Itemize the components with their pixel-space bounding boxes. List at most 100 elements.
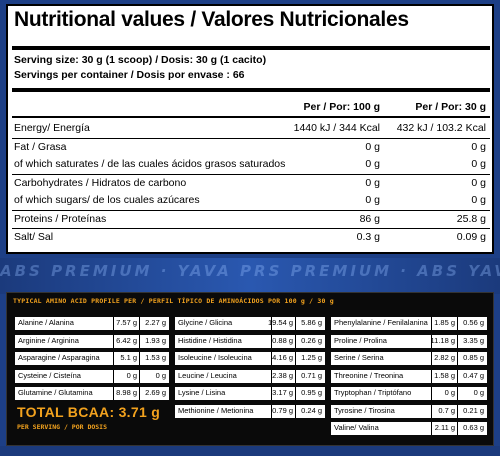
nutrient-row: Salt/ Sal 0.3 g 0.09 g xyxy=(12,228,490,246)
cell-separator xyxy=(457,422,458,435)
amino-value-30g: 0.63 g xyxy=(463,423,484,432)
cell-separator xyxy=(295,404,296,418)
divider xyxy=(12,116,490,118)
amino-acid-name: Lysine / Lisina xyxy=(178,388,226,397)
cell-separator xyxy=(457,387,458,400)
amino-acid-row: Arginine / Arginina 6.42 g 1.93 g xyxy=(15,334,169,348)
cell-separator xyxy=(431,404,432,418)
nutrient-value-30g: 0 g xyxy=(471,141,486,153)
amino-acid-name: Tryptophan / Triptófano xyxy=(334,388,412,397)
amino-value-100g: 19.54 g xyxy=(267,318,293,327)
amino-acid-name: Arginine / Arginina xyxy=(18,335,79,345)
amino-value-100g: 1.58 g xyxy=(434,370,455,380)
nutrient-label: of which saturates / de las cuales ácido… xyxy=(14,158,286,170)
amino-acid-row: Asparagine / Asparagina 5.1 g 1.53 g xyxy=(15,352,169,365)
cell-separator xyxy=(457,317,458,330)
amino-value-30g: 0.21 g xyxy=(463,405,484,415)
bottom-strip xyxy=(0,446,500,456)
amino-acid-row: Lysine / Lisina 3.17 g 0.95 g xyxy=(175,387,325,400)
nutrient-row: Fat / Grasa 0 g 0 g xyxy=(12,138,490,156)
cell-separator xyxy=(271,369,272,383)
amino-acid-name: Threonine / Treonina xyxy=(334,370,404,380)
amino-acid-name: Isoleucine / Isoleucina xyxy=(178,353,252,362)
cell-separator xyxy=(457,352,458,365)
amino-acid-name: Valine/ Valina xyxy=(334,423,379,432)
cell-separator xyxy=(295,317,296,330)
amino-acid-name: Histidine / Histidina xyxy=(178,335,242,345)
nutrient-value-30g: 432 kJ / 103.2 Kcal xyxy=(396,122,486,134)
amino-acid-row: Serine / Serina 2.82 g 0.85 g xyxy=(331,352,487,365)
amino-value-100g: 0.79 g xyxy=(272,405,293,415)
nutrient-value-100g: 1440 kJ / 344 Kcal xyxy=(293,122,380,134)
amino-acid-name: Cysteine / Cisteína xyxy=(18,370,81,380)
cell-separator xyxy=(295,369,296,383)
cell-separator xyxy=(139,387,140,400)
cell-separator xyxy=(113,352,114,365)
column-header-30g: Per / Por: 30 g xyxy=(415,101,486,113)
nutrition-panel: Nutritional values / Valores Nutricional… xyxy=(6,4,494,254)
nutrient-row: of which sugars/ de los cuales azúcares 0… xyxy=(12,192,490,210)
divider xyxy=(12,46,490,50)
amino-acid-row: Cysteine / Cisteína 0 g 0 g xyxy=(15,369,169,383)
total-bcaa: TOTAL BCAA: 3.71 g xyxy=(17,404,161,420)
cell-separator xyxy=(113,334,114,348)
amino-acid-name: Tyrosine / Tirosina xyxy=(334,405,395,415)
nutrient-value-30g: 0.09 g xyxy=(456,231,486,243)
amino-acid-name: Glycine / Glicina xyxy=(178,318,233,327)
amino-acid-row: Phenylalanine / Fenilalanina 1.85 g 0.56 g xyxy=(331,317,487,330)
amino-value-100g: 1.85 g xyxy=(434,318,455,327)
amino-acid-row: Alanine / Alanina 7.57 g 2.27 g xyxy=(15,317,169,330)
amino-acid-row: Leucine / Leucina 2.38 g 0.71 g xyxy=(175,369,325,383)
nutrient-row: Proteins / Proteínas 86 g 25.8 g xyxy=(12,210,490,228)
amino-acid-name: Glutamine / Glutamina xyxy=(18,388,93,397)
amino-acid-name: Alanine / Alanina xyxy=(18,318,74,327)
cell-separator xyxy=(113,317,114,330)
amino-acid-row: Isoleucine / Isoleucina 4.16 g 1.25 g xyxy=(175,352,325,365)
amino-value-30g: 0.85 g xyxy=(463,353,484,362)
amino-value-30g: 5.86 g xyxy=(301,318,322,327)
amino-value-100g: 0.88 g xyxy=(272,335,293,345)
amino-value-30g: 0 g xyxy=(473,388,484,397)
amino-value-30g: 1.53 g xyxy=(145,353,166,362)
cell-separator xyxy=(295,387,296,400)
cell-separator xyxy=(431,369,432,383)
amino-value-100g: 5.1 g xyxy=(120,353,137,362)
background-watermark: ABS PREMIUM · YAVA PRS PREMIUM · ABS YAV… xyxy=(0,262,500,280)
cell-separator xyxy=(457,334,458,348)
cell-separator xyxy=(271,404,272,418)
nutrient-value-100g: 0 g xyxy=(365,194,380,206)
nutrient-value-100g: 0 g xyxy=(365,158,380,170)
amino-value-100g: 11.18 g xyxy=(430,335,455,345)
amino-value-30g: 2.69 g xyxy=(145,388,166,397)
amino-acid-row: Tryptophan / Triptófano 0 g 0 g xyxy=(331,387,487,400)
amino-acid-name: Asparagine / Asparagina xyxy=(18,353,100,362)
amino-value-30g: 3.35 g xyxy=(463,335,484,345)
cell-separator xyxy=(431,317,432,330)
amino-value-30g: 0.24 g xyxy=(301,405,322,415)
panel-title: Nutritional values / Valores Nutricional… xyxy=(14,8,409,31)
nutrient-label: Energy/ Energía xyxy=(14,122,90,134)
amino-acid-name: Leucine / Leucina xyxy=(178,370,237,380)
nutrient-value-100g: 86 g xyxy=(359,213,380,225)
nutrient-value-30g: 0 g xyxy=(471,177,486,189)
cell-separator xyxy=(113,387,114,400)
amino-value-100g: 2.38 g xyxy=(272,370,293,380)
nutrient-row: Carbohydrates / Hidratos de carbono 0 g 0 … xyxy=(12,174,490,192)
nutrient-value-30g: 0 g xyxy=(471,194,486,206)
nutrient-label: Fat / Grasa xyxy=(14,141,67,153)
cell-separator xyxy=(457,369,458,383)
cell-separator xyxy=(139,334,140,348)
cell-separator xyxy=(457,404,458,418)
nutrient-value-30g: 25.8 g xyxy=(456,213,486,225)
amino-acid-name: Phenylalanine / Fenilalanina xyxy=(334,318,428,327)
cell-separator xyxy=(431,422,432,435)
amino-value-100g: 7.57 g xyxy=(116,318,137,327)
nutrient-value-100g: 0 g xyxy=(365,177,380,189)
cell-separator xyxy=(139,352,140,365)
amino-acid-row: Methionine / Metionina 0.79 g 0.24 g xyxy=(175,404,325,418)
nutrient-value-100g: 0.3 g xyxy=(356,231,380,243)
amino-panel: TYPICAL AMINO ACID PROFILE PER / PERFIL … xyxy=(6,292,494,446)
amino-value-100g: 0 g xyxy=(444,388,455,397)
cell-separator xyxy=(271,334,272,348)
amino-acid-name: Serine / Serina xyxy=(334,353,384,362)
